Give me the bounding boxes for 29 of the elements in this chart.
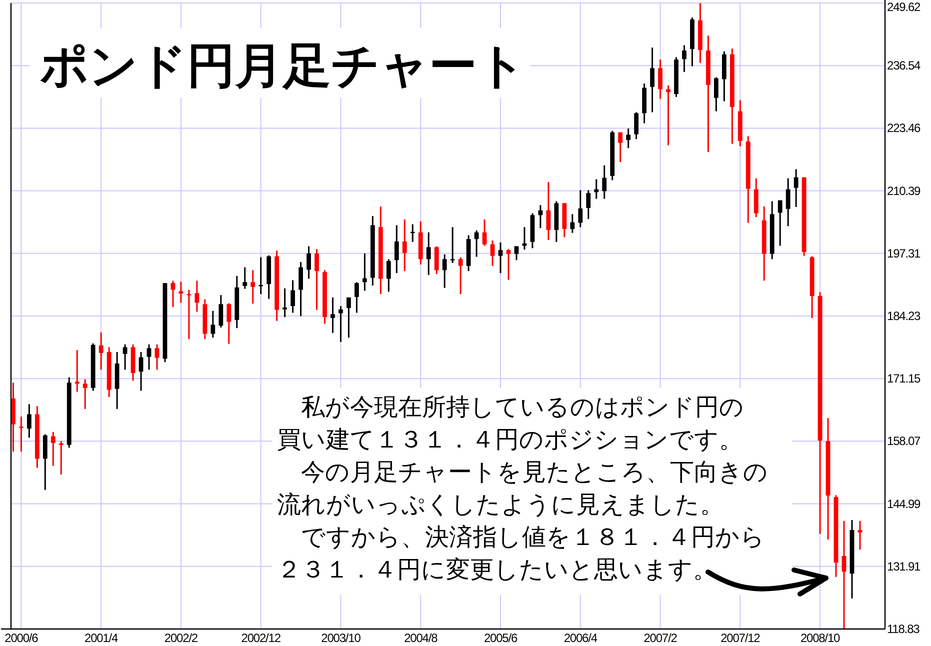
x-tick-label: 2002/12 [241,631,282,645]
x-tick-label: 2007/2 [644,631,678,645]
x-tick-label: 2004/8 [404,631,438,645]
y-tick-label: 223.46 [887,121,922,136]
y-tick-label: 144.99 [887,496,922,511]
annotation: 流れがいっぷくしたように見えました。 [277,490,724,518]
annotation: 今の月足チャートを見たところ、下向きの [277,458,768,486]
y-tick-label: 236.54 [887,58,922,73]
y-tick-label: 249.62 [887,0,922,14]
y-tick-label: 171.15 [887,372,922,386]
x-tick-label: 2003/10 [321,631,362,645]
y-tick-label: 158.07 [887,434,922,448]
x-tick-label: 2000/6 [4,631,39,645]
y-tick-label: 184.23 [887,308,922,323]
y-tick-label: 118.83 [887,622,920,636]
y-tick-label: 131.91 [887,559,922,574]
x-tick-label: 2001/4 [84,631,119,645]
annotation: 私が今現在所持しているのはポンド円の [277,393,744,421]
x-tick-label: 2007/12 [720,631,761,645]
x-tick-label: 2006/4 [564,631,598,645]
annotation: ですから、決済指し値を１８１．４円から [277,523,765,551]
x-tick-label: 2005/6 [484,631,518,645]
x-tick-label: 2008/10 [800,631,841,645]
text: ポンド円月足チャート [40,40,526,93]
annotation: 買い建て１３１．４円のポジションです。 [277,426,743,454]
y-tick-label: 210.39 [887,184,922,198]
annotation: ２３１．４円に変更したいと思います。 [277,556,717,584]
x-tick-label: 2002/2 [164,631,198,645]
y-tick-label: 197.31 [887,246,922,260]
